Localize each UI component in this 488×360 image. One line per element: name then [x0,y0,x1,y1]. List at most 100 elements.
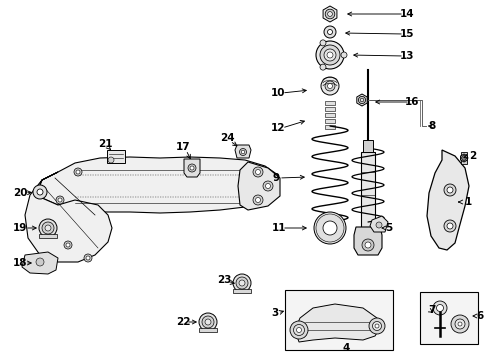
Bar [419,292,477,344]
Bar [39,234,57,238]
Bar [199,328,217,332]
Circle shape [199,313,217,331]
Circle shape [86,256,90,260]
Circle shape [39,219,57,237]
Circle shape [33,185,47,199]
Circle shape [84,254,92,262]
Circle shape [340,52,346,58]
Bar [232,289,250,293]
Text: 7: 7 [427,305,435,315]
Polygon shape [235,145,250,158]
Circle shape [375,222,381,228]
Circle shape [320,77,338,95]
Circle shape [446,187,452,193]
Circle shape [372,321,381,330]
Circle shape [454,319,464,329]
Circle shape [358,96,365,104]
Polygon shape [238,162,280,210]
Circle shape [37,189,43,195]
Circle shape [319,64,325,70]
Polygon shape [38,157,278,213]
Circle shape [265,184,270,189]
Text: 12: 12 [270,123,285,133]
Circle shape [443,220,455,232]
Text: 9: 9 [272,173,279,183]
Bar [285,290,392,350]
Circle shape [319,45,339,65]
Circle shape [202,316,214,328]
Circle shape [325,81,334,91]
Polygon shape [369,216,387,232]
Circle shape [323,221,336,235]
Circle shape [56,196,64,204]
Bar [325,119,334,123]
Bar [107,150,125,163]
Circle shape [64,241,72,249]
Circle shape [461,156,466,161]
Text: 18: 18 [13,258,27,268]
Circle shape [232,274,250,292]
Text: 21: 21 [98,139,112,149]
Bar [325,113,334,117]
Circle shape [263,181,272,191]
Circle shape [364,242,370,248]
Circle shape [108,157,114,163]
Text: 23: 23 [216,275,231,285]
Text: 5: 5 [385,223,392,233]
Text: 10: 10 [270,88,285,98]
Circle shape [324,49,335,61]
Circle shape [36,258,44,266]
Circle shape [58,198,62,202]
Text: 24: 24 [219,133,234,143]
Polygon shape [294,304,379,342]
Text: 1: 1 [464,197,470,207]
Circle shape [42,222,54,234]
Circle shape [326,52,332,58]
Circle shape [241,150,244,154]
Circle shape [66,243,70,247]
Text: 3: 3 [271,308,278,318]
Circle shape [327,12,332,17]
Circle shape [204,319,210,325]
Circle shape [252,195,263,205]
Circle shape [462,157,464,159]
Circle shape [252,167,263,177]
Polygon shape [323,6,336,22]
Circle shape [236,277,247,289]
Circle shape [327,84,332,89]
Circle shape [313,212,346,244]
Polygon shape [22,252,58,274]
Bar [460,152,466,164]
Circle shape [315,41,343,69]
Bar [325,107,334,111]
Circle shape [327,30,332,35]
Text: 14: 14 [399,9,413,19]
Bar [360,152,374,227]
Circle shape [374,324,378,328]
Text: 17: 17 [175,142,190,152]
Circle shape [255,170,260,175]
Circle shape [239,148,246,156]
Circle shape [432,301,446,315]
Text: 16: 16 [404,97,418,107]
Text: 2: 2 [468,151,476,161]
Circle shape [293,324,304,336]
Circle shape [76,170,80,174]
Circle shape [239,280,244,286]
Text: 15: 15 [399,29,413,39]
Text: 6: 6 [475,311,483,321]
Text: 13: 13 [399,51,413,61]
Circle shape [450,315,468,333]
Bar [362,140,372,152]
Text: 4: 4 [342,343,349,353]
Circle shape [443,184,455,196]
Circle shape [255,198,260,202]
Circle shape [296,328,301,333]
Text: 22: 22 [175,317,190,327]
Circle shape [45,225,51,231]
Polygon shape [426,150,468,250]
Circle shape [74,168,82,176]
Text: 8: 8 [427,121,435,131]
Circle shape [187,164,196,172]
Text: 11: 11 [271,223,285,233]
